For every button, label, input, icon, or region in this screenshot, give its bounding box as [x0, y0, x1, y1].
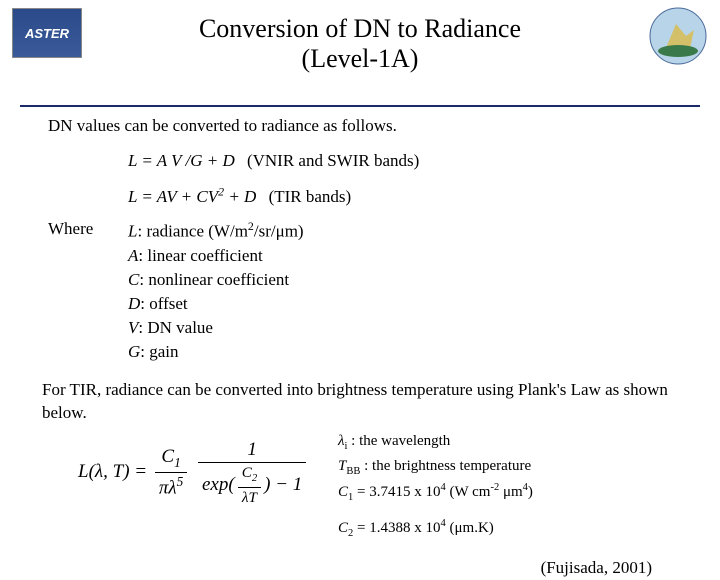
- mission-badge-icon: [648, 6, 708, 66]
- def-D: D: offset: [128, 293, 304, 316]
- def-G: G: gain: [128, 341, 304, 364]
- equation-2: L = AV + CV2 + D (TIR bands): [128, 183, 680, 209]
- where-definitions: L: radiance (W/m2/sr/μm) A: linear coeff…: [128, 218, 304, 364]
- header: ASTER Conversion of DN to Radiance (Leve…: [0, 0, 720, 103]
- def-c2: C2 = 1.4388 x 104 (μm.K): [338, 517, 533, 541]
- content: DN values can be converted to radiance a…: [0, 115, 720, 580]
- citation: (Fujisada, 2001): [48, 557, 652, 580]
- aster-logo: ASTER: [12, 8, 82, 58]
- def-A: A: linear coefficient: [128, 245, 304, 268]
- intro-text: DN values can be converted to radiance a…: [48, 115, 680, 138]
- def-c1: C1 = 3.7415 x 104 (W cm-2 μm4): [338, 481, 533, 505]
- aster-logo-text: ASTER: [25, 26, 69, 41]
- def-C: C: nonlinear coefficient: [128, 269, 304, 292]
- where-block: Where L: radiance (W/m2/sr/μm) A: linear…: [48, 218, 680, 364]
- equation-1: L = A V /G + D (VNIR and SWIR bands): [128, 150, 680, 173]
- where-label: Where: [48, 218, 128, 364]
- slide-title: Conversion of DN to Radiance (Level-1A): [20, 8, 700, 74]
- title-line-2: (Level-1A): [302, 44, 419, 73]
- title-line-1: Conversion of DN to Radiance: [199, 14, 521, 43]
- plank-row: L(λ, T) = C1 πλ5 1 exp(C2λT) − 1 λi : th…: [48, 431, 680, 544]
- def-lambda: λi : the wavelength: [338, 431, 533, 454]
- plank-definitions: λi : the wavelength TBB : the brightness…: [338, 431, 533, 544]
- tir-note: For TIR, radiance can be converted into …: [42, 379, 680, 425]
- title-rule: [20, 105, 700, 107]
- plank-equation: L(λ, T) = C1 πλ5 1 exp(C2λT) − 1: [48, 431, 338, 509]
- eq1-note: (VNIR and SWIR bands): [247, 151, 419, 170]
- def-L: L: radiance (W/m2/sr/μm): [128, 218, 304, 244]
- eq2-note: (TIR bands): [269, 187, 352, 206]
- def-tbb: TBB : the brightness temperature: [338, 456, 533, 479]
- eq2-formula: L = AV + CV2 + D: [128, 187, 256, 206]
- eq1-formula: L = A V /G + D: [128, 151, 235, 170]
- def-V: V: DN value: [128, 317, 304, 340]
